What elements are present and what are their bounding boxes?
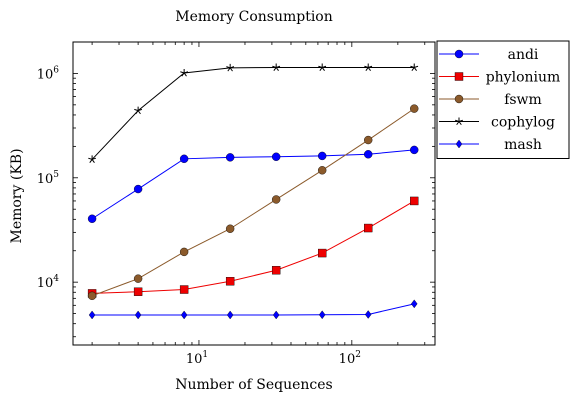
y-axis-label: Memory (KB)	[9, 148, 25, 243]
axis-ticks: 101 102 104 105 106	[37, 41, 435, 367]
series-andi	[87, 145, 419, 223]
legend-item-fswm: fswm	[439, 92, 542, 108]
data-point-andi	[364, 150, 373, 159]
data-point-phylonium	[179, 285, 189, 294]
data-point-cophylog	[410, 63, 419, 72]
legend-item-cophylog: cophylog	[439, 115, 555, 131]
series-layer	[87, 63, 419, 320]
data-point-andi	[225, 153, 235, 162]
data-point-phylonium	[225, 277, 235, 286]
data-point-fswm	[87, 291, 97, 301]
data-point-fswm	[225, 224, 235, 233]
data-point-mash	[272, 310, 280, 320]
legend-label: mash	[504, 137, 542, 153]
data-point-mash	[226, 310, 234, 320]
data-point-phylonium	[317, 248, 327, 258]
data-point-phylonium	[364, 223, 373, 233]
data-point-cophylog	[88, 155, 97, 163]
data-point-andi	[179, 154, 189, 164]
y-tick-label: 106	[37, 65, 60, 82]
data-point-mash	[318, 310, 326, 320]
legend-item-andi: andi	[439, 47, 539, 63]
data-point-mash	[88, 310, 96, 320]
series-mash	[88, 299, 418, 320]
data-point-andi	[133, 184, 143, 194]
x-tick-label: 101	[186, 350, 208, 367]
data-point-mash	[134, 310, 142, 320]
series-line-mash	[92, 303, 415, 316]
data-point-andi	[317, 151, 327, 161]
chart-title: Memory Consumption	[175, 9, 333, 25]
data-point-mash	[410, 299, 418, 309]
y-tick-label: 105	[37, 170, 60, 187]
legend-label: cophylog	[491, 115, 555, 131]
data-point-phylonium	[271, 266, 281, 275]
legend-label: andi	[508, 47, 539, 63]
legend-swatch-marker	[455, 117, 463, 126]
data-point-cophylog	[134, 106, 143, 115]
plot-frame	[72, 41, 436, 346]
data-point-andi	[271, 152, 281, 161]
legend-label: fswm	[504, 92, 542, 108]
x-axis-label: Number of Sequences	[175, 377, 332, 393]
data-point-andi	[87, 214, 97, 223]
data-point-cophylog	[318, 63, 327, 72]
data-point-fswm	[317, 166, 327, 175]
legend-label: phylonium	[486, 70, 561, 86]
legend-swatch-marker	[454, 94, 464, 104]
data-point-mash	[180, 310, 188, 320]
data-point-mash	[364, 310, 372, 319]
y-tick-label: 104	[37, 274, 60, 291]
data-point-cophylog	[364, 63, 373, 72]
series-line-fswm	[91, 108, 415, 297]
series-cophylog	[88, 63, 419, 163]
data-point-phylonium	[410, 196, 419, 206]
legend-swatch-marker	[454, 72, 464, 81]
series-line-phylonium	[92, 200, 415, 294]
data-point-fswm	[133, 274, 143, 283]
data-point-fswm	[179, 247, 189, 257]
data-point-andi	[410, 145, 419, 155]
series-fswm	[87, 104, 419, 301]
data-point-cophylog	[180, 68, 189, 77]
data-point-cophylog	[272, 63, 281, 72]
series-line-cophylog	[91, 66, 415, 160]
data-point-phylonium	[133, 287, 143, 296]
data-point-fswm	[410, 104, 419, 113]
legend: andi phylonium fswm cophylog mash	[436, 40, 570, 159]
legend-swatch-marker	[454, 49, 464, 59]
legend-item-phylonium: phylonium	[439, 70, 560, 86]
series-line-andi	[91, 149, 415, 220]
data-point-fswm	[271, 195, 281, 204]
x-tick-label: 102	[339, 350, 361, 367]
data-point-fswm	[364, 135, 373, 145]
plot-area	[72, 41, 436, 346]
legend-swatch-marker	[455, 139, 463, 149]
legend-item-mash: mash	[439, 137, 542, 153]
data-point-cophylog	[226, 63, 235, 72]
